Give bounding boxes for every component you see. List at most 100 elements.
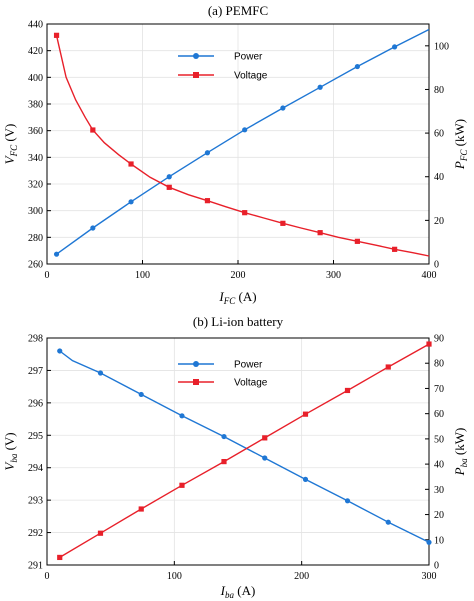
data-point-power — [128, 199, 134, 205]
y-left-axis-label: Vba (V) — [2, 432, 19, 470]
legend-label: Voltage — [234, 71, 268, 82]
x-axis-label-symbol: I — [220, 583, 226, 598]
data-point-voltage — [280, 220, 286, 226]
y-left-tick-label: 295 — [28, 431, 43, 442]
x-tick-label: 0 — [45, 571, 50, 582]
y-left-tick-label: 260 — [28, 260, 43, 271]
data-point-power — [280, 105, 286, 111]
x-tick-label: 100 — [167, 571, 182, 582]
x-axis-label: IFC (A) — [218, 289, 256, 306]
data-point-power — [262, 455, 268, 461]
x-axis-label-subscript: FC — [223, 296, 236, 306]
data-point-voltage — [166, 184, 172, 190]
data-point-power — [221, 433, 227, 440]
y-right-axis-label: PFC (kW) — [452, 119, 469, 170]
legend-label: Power — [234, 360, 263, 371]
y-left-tick-label: 280 — [28, 233, 43, 244]
y-left-label-unit: (V) — [2, 432, 17, 453]
y-right-tick-label: 60 — [434, 129, 444, 140]
data-point-power — [344, 498, 351, 504]
y-left-tick-label: 380 — [28, 100, 43, 111]
series-voltage — [57, 341, 432, 561]
chart-title: (a) PEMFC — [208, 3, 268, 18]
data-point-power — [138, 391, 144, 398]
y-right-label-unit: (kW) — [452, 428, 467, 459]
y-left-tick-label: 400 — [28, 73, 43, 84]
legend: Power Voltage — [178, 360, 268, 389]
legend-marker — [193, 53, 199, 59]
y-right-tick-label: 40 — [434, 172, 444, 183]
y-right-tick-label: 20 — [434, 510, 444, 521]
legend-item-voltage: Voltage — [178, 71, 268, 82]
data-point-voltage — [97, 530, 104, 536]
series-line-power — [56, 28, 430, 255]
y-right-axis-label: Pba (kW) — [452, 428, 469, 477]
data-point-voltage — [344, 387, 351, 394]
y-left-label-subscript: ba — [9, 453, 19, 463]
y-right-label-subscript: ba — [459, 458, 469, 468]
data-point-power — [166, 174, 172, 180]
data-point-voltage — [179, 482, 185, 488]
y-left-tick-label: 320 — [28, 180, 43, 191]
y-right-tick-label: 10 — [434, 535, 444, 546]
data-point-voltage — [426, 341, 432, 347]
data-point-power — [302, 476, 309, 482]
series-line-voltage — [59, 343, 430, 559]
series-line-voltage — [55, 35, 430, 257]
y-left-tick-label: 293 — [28, 496, 43, 507]
y-right-tick-label: 40 — [434, 460, 444, 471]
y-left-tick-label: 292 — [28, 528, 43, 539]
data-point-power — [426, 539, 432, 545]
x-axis-label-subscript: ba — [225, 590, 235, 600]
x-axis-label-unit: (A) — [235, 289, 256, 304]
legend-item-power: Power — [178, 360, 263, 371]
data-point-power — [204, 150, 211, 156]
y-right-tick-label: 70 — [434, 384, 444, 395]
series-power — [57, 348, 432, 545]
legend-label: Power — [234, 52, 263, 63]
y-right-tick-label: 80 — [434, 85, 444, 96]
legend: Power Voltage — [178, 52, 268, 82]
data-point-voltage — [90, 127, 96, 133]
x-tick-label: 100 — [135, 270, 150, 281]
y-right-tick-label: 20 — [434, 216, 444, 227]
y-left-label-subscript: FC — [9, 144, 19, 157]
y-left-label-unit: (V) — [2, 124, 17, 145]
data-point-power — [57, 348, 63, 354]
series-power — [53, 28, 430, 257]
data-point-power — [354, 63, 360, 70]
legend-marker — [193, 379, 199, 385]
y-right-tick-label: 50 — [434, 434, 444, 445]
data-point-power — [317, 84, 323, 90]
series-voltage — [53, 32, 430, 257]
data-point-voltage — [128, 161, 134, 167]
data-point-power — [90, 225, 96, 231]
y-left-axis-label: VFC (V) — [2, 124, 19, 165]
data-point-voltage — [204, 198, 211, 204]
data-point-power — [53, 251, 60, 257]
x-tick-label: 400 — [422, 270, 437, 281]
x-axis-label-unit: (A) — [234, 583, 255, 598]
y-right-tick-label: 30 — [434, 485, 444, 496]
legend-item-power: Power — [178, 52, 263, 63]
chart-title: (b) Li-ion battery — [193, 314, 284, 329]
y-right-tick-label: 80 — [434, 359, 444, 370]
data-point-voltage — [53, 32, 60, 38]
y-right-tick-label: 0 — [434, 561, 439, 572]
y-left-tick-label: 296 — [28, 398, 43, 409]
data-point-power — [392, 44, 398, 50]
data-point-power — [179, 413, 185, 419]
y-left-tick-label: 294 — [28, 463, 43, 474]
y-left-tick-label: 300 — [28, 206, 43, 217]
data-point-voltage — [317, 230, 323, 236]
data-point-power — [385, 519, 391, 525]
x-axis-label-symbol: I — [218, 289, 224, 304]
y-right-label-symbol: P — [452, 161, 467, 170]
legend-item-voltage: Voltage — [178, 378, 268, 389]
x-axis-label: Iba (A) — [220, 583, 256, 600]
y-right-tick-label: 60 — [434, 409, 444, 420]
y-right-tick-label: 90 — [434, 334, 444, 345]
y-left-label-symbol: V — [2, 154, 17, 164]
y-left-tick-label: 360 — [28, 126, 43, 137]
